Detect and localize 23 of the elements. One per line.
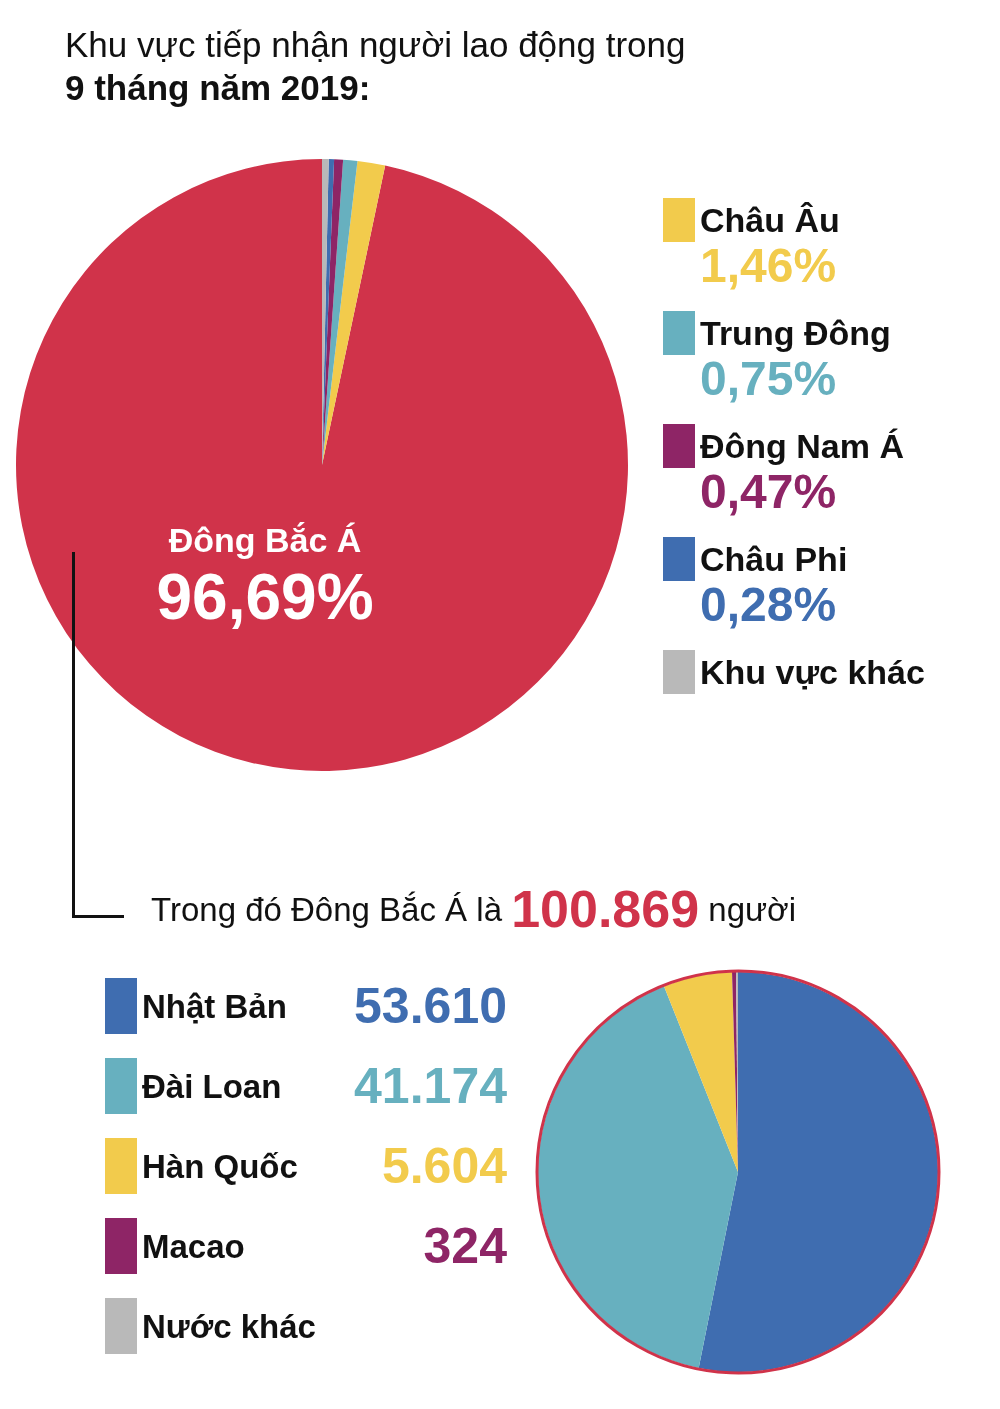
legend-label: Đông Nam Á xyxy=(700,427,904,465)
data-label: 0,75% xyxy=(700,351,837,405)
data-label: 0,47% xyxy=(700,464,837,518)
data-label: 53.610 xyxy=(354,978,507,1034)
legend-label: Trung Đông xyxy=(700,314,891,352)
legend-label: Châu Phi xyxy=(700,540,848,578)
legend-label: Đài Loan xyxy=(142,1067,282,1105)
legend-label: Macao xyxy=(142,1227,245,1265)
data-label: 0,28% xyxy=(700,577,837,631)
chart-subtitle: 9 tháng năm 2019: xyxy=(65,68,371,107)
legend-label: Châu Âu xyxy=(700,201,840,239)
data-label: 1,46% xyxy=(700,238,837,292)
legend-label: Khu vực khác xyxy=(700,653,925,691)
chart-title: Trong đó Đông Bắc Á là 100.869 người xyxy=(151,880,797,938)
data-label: 41.174 xyxy=(354,1058,508,1114)
legend-label: Nước khác xyxy=(142,1307,316,1345)
legend-label: Nhật Bản xyxy=(142,987,287,1025)
chart-title: Khu vực tiếp nhận người lao động trong xyxy=(65,25,686,64)
legend-label: Hàn Quốc xyxy=(142,1147,298,1185)
data-label: 96,69% xyxy=(156,561,374,633)
data-label: 324 xyxy=(423,1218,508,1274)
slice-label: Đông Bắc Á xyxy=(168,521,362,559)
data-label: 5.604 xyxy=(381,1138,508,1194)
